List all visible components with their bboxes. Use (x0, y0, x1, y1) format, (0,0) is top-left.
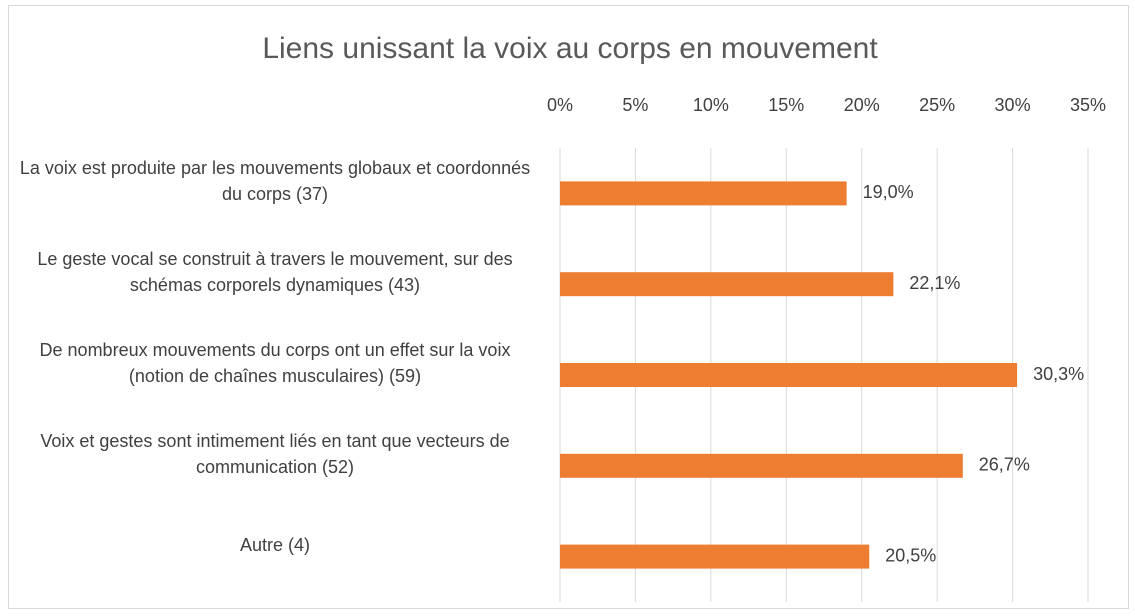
data-label: 22,1% (909, 273, 960, 293)
x-tick-label: 30% (995, 95, 1031, 115)
category-label: De nombreux mouvements du corps ont un e… (39, 340, 511, 386)
bar (560, 181, 847, 206)
bar (560, 453, 963, 478)
chart-border (8, 5, 1129, 609)
category-label: Le geste vocal se construit à travers le… (37, 249, 513, 296)
x-tick-label: 35% (1070, 95, 1106, 115)
chart-title: Liens unissant la voix au corps en mouve… (262, 32, 878, 65)
data-label: 30,3% (1033, 364, 1084, 384)
category-label: Voix et gestes sont intimement liés en t… (40, 430, 510, 477)
bar (560, 544, 870, 569)
bar (560, 272, 894, 297)
data-label: 20,5% (885, 545, 936, 565)
category-label: Autre (4) (239, 534, 311, 555)
x-tick-label: 5% (622, 95, 648, 115)
data-label: 19,0% (863, 182, 914, 202)
x-tick-label: 15% (768, 95, 804, 115)
x-tick-label: 10% (693, 95, 729, 115)
category-label: La voix est produite par les mouvements … (19, 158, 531, 205)
bar (560, 363, 1018, 387)
data-label: 26,7% (979, 455, 1030, 475)
x-tick-label: 0% (547, 95, 573, 115)
x-tick-label: 20% (844, 95, 880, 115)
x-tick-label: 25% (919, 95, 955, 115)
